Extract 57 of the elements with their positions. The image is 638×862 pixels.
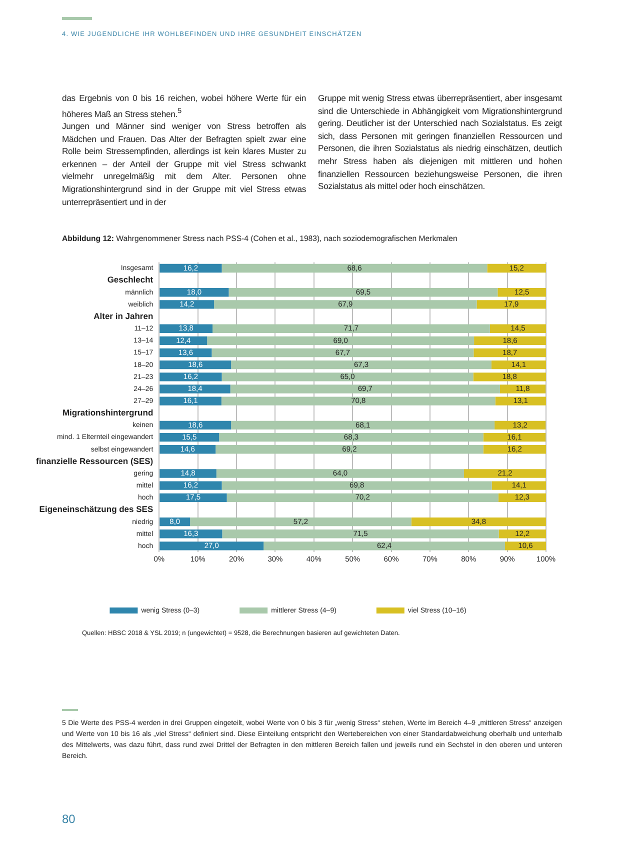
bar <box>160 264 222 273</box>
bar <box>212 348 474 358</box>
bar <box>222 530 499 538</box>
y-tick-label: Alter in Jahren <box>94 310 154 321</box>
bar <box>464 469 546 478</box>
bar <box>476 300 546 309</box>
bar <box>411 517 546 526</box>
bar <box>474 348 546 358</box>
bar <box>160 493 227 502</box>
bar <box>160 542 264 550</box>
bar <box>216 445 484 454</box>
bar <box>160 384 230 394</box>
bar <box>483 432 546 442</box>
bar <box>160 360 232 370</box>
bar <box>221 396 496 406</box>
bar <box>160 396 222 406</box>
bar <box>207 336 474 346</box>
bar <box>264 542 505 550</box>
bar <box>474 336 546 346</box>
bar <box>491 360 546 370</box>
y-tick-label: Eigeneinschätzung des SES <box>39 504 154 514</box>
bar <box>492 481 546 490</box>
bar <box>212 324 490 333</box>
bar <box>487 264 546 273</box>
bar <box>230 384 500 394</box>
bar <box>160 432 220 442</box>
bar <box>219 432 484 442</box>
bar <box>160 288 229 297</box>
y-tick-label: Migrationshintergrund <box>62 407 154 418</box>
bar <box>160 481 222 490</box>
y-tick-label: finanzielle Ressourcen (SES) <box>36 456 154 466</box>
bar <box>160 469 216 478</box>
bar <box>473 372 546 382</box>
bar <box>222 481 492 490</box>
bar <box>504 542 546 550</box>
bar <box>160 420 232 430</box>
bar <box>228 288 498 297</box>
bar <box>500 384 546 394</box>
bar <box>214 300 477 309</box>
text: Gruppe mit wenig Stress etwas überrepräsentiert, aber insgesamt sind die Unterschiede in Abhängigkeit vom Migrationshintergrund gering. Deutlicher ist der Unterschied nach Sozialstatus. Es zeigt sich, dass Personen mit geringen finanziellen Ressourcen und Personen, die ihren Sozialstatus als niedrig einschätzen, deutlich mehr Stress haben als diejenigen mit mittleren und hohen finanziellen Ressourcen beziehungsweise Personen, die ihren Sozialstatus als mittel oder hoch einschätzen. <box>318 92 562 193</box>
bar <box>222 372 474 382</box>
bar <box>190 517 412 526</box>
bar <box>495 396 546 406</box>
bar <box>160 445 216 454</box>
bar <box>231 420 495 430</box>
bar <box>160 300 214 309</box>
y-tick-label: Geschlecht <box>107 274 154 285</box>
text: 80 <box>62 812 76 826</box>
bar <box>216 469 464 478</box>
bar <box>483 445 546 454</box>
bar <box>226 493 498 502</box>
bar <box>231 360 492 370</box>
bar <box>160 530 222 538</box>
bar <box>490 324 546 333</box>
text: das Ergebnis von 0 bis 16 reichen, wobei höhere Werte für ein höheres Maß an Stress stehen.$^{5}$ Jungen und Männer sind weniger von Stress betroffen als Mädchen und Frauen. Das Alter der Befragten spielt zwar eine Rolle beim Stressempfinden, allerdings ist kein klares Muster zu erkennen – der Anteil der Gruppe mit viel Stress schwankt vielmehr unregelmäßig mit dem Alter. Personen ohne Migrationshintergrund sind in der Gruppe mit viel Stress etwas unterrepräsentiert und in der <box>62 93 306 207</box>
bar <box>222 264 488 273</box>
bar <box>160 372 222 382</box>
